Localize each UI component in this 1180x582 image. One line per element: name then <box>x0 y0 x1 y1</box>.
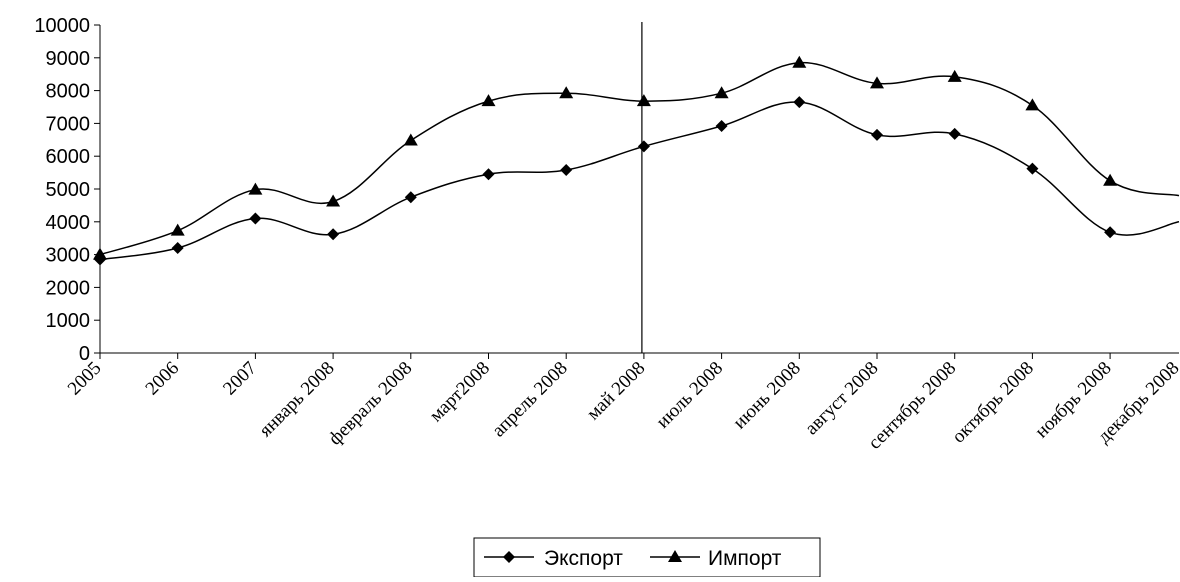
y-tick-label: 1000 <box>46 310 91 332</box>
x-tick-label: июль 2008 <box>652 358 727 433</box>
data-point-diamond <box>404 191 417 204</box>
x-tick-label: август 2008 <box>801 358 882 439</box>
y-tick-label: 6000 <box>46 146 91 168</box>
y-tick-label: 2000 <box>46 277 91 299</box>
x-tick-label: апрель 2008 <box>488 358 572 442</box>
data-point-diamond <box>948 127 961 140</box>
data-point-diamond <box>715 120 728 133</box>
series-layer <box>93 55 1180 266</box>
y-tick-label: 0 <box>79 343 90 365</box>
x-tick-label: июнь 2008 <box>729 358 805 434</box>
y-tick-label: 5000 <box>46 179 91 201</box>
data-point-triangle <box>870 76 884 89</box>
legend-export-label: Экспорт <box>544 547 623 570</box>
x-tick-label: 2007 <box>219 358 261 400</box>
legend-export-marker <box>503 551 515 563</box>
data-point-diamond <box>1104 226 1117 239</box>
x-tick-label: октябрь 2008 <box>948 358 1038 448</box>
axes-layer: 0 1000 2000 3000 4000 5000 6000 7000 8000 9000 100… <box>34 15 1180 454</box>
data-point-diamond <box>327 228 340 241</box>
series-export <box>94 96 1180 266</box>
x-tick-label: май 2008 <box>583 358 650 425</box>
data-point-triangle <box>170 223 185 236</box>
y-tick-label: 7000 <box>46 113 91 135</box>
legend-import-label: Импорт <box>708 547 782 570</box>
x-tick-label: 2006 <box>142 358 184 400</box>
series-line <box>99 101 1180 261</box>
data-point-triangle <box>93 247 107 260</box>
data-point-triangle <box>1025 98 1040 111</box>
x-tick-label: 2005 <box>64 358 106 400</box>
data-point-triangle <box>559 86 574 99</box>
data-point-triangle <box>326 194 341 207</box>
x-tick-label: февраль 2008 <box>325 358 417 450</box>
data-point-triangle <box>248 182 263 195</box>
data-point-diamond <box>560 163 573 176</box>
data-point-triangle <box>636 94 651 107</box>
data-point-triangle <box>792 55 807 68</box>
data-point-diamond <box>793 96 806 109</box>
data-point-diamond <box>637 140 650 153</box>
data-point-triangle <box>1103 173 1118 186</box>
data-point-diamond <box>249 212 262 225</box>
data-point-diamond <box>871 128 883 141</box>
data-point-triangle <box>947 69 962 82</box>
data-point-triangle <box>403 133 418 146</box>
data-point-triangle <box>714 86 729 99</box>
y-tick-label: 3000 <box>46 245 91 267</box>
y-tick-label: 8000 <box>46 81 91 103</box>
legend: Экспорт Импорт <box>473 537 821 578</box>
x-tick-label: март2008 <box>426 358 495 427</box>
data-point-diamond <box>482 168 495 181</box>
y-tick-label: 10000 <box>34 15 90 37</box>
series-import <box>93 55 1180 260</box>
legend-import-marker <box>668 550 682 562</box>
data-point-triangle <box>481 94 496 107</box>
y-tick-label: 4000 <box>46 212 91 234</box>
y-tick-label: 9000 <box>46 48 91 70</box>
data-point-diamond <box>1026 162 1039 175</box>
data-point-diamond <box>171 242 184 255</box>
x-tick-label: январь 2008 <box>255 358 338 441</box>
